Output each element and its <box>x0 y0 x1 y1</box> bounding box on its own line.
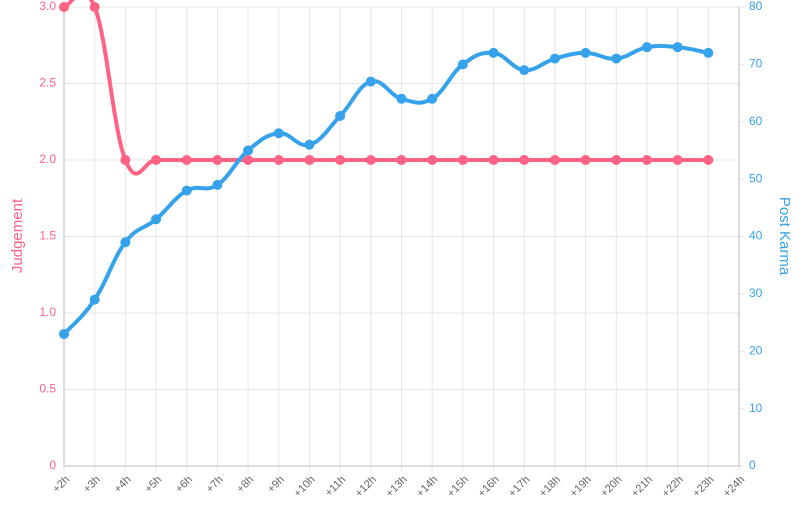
point <box>549 155 560 165</box>
y2-tick-label: 20 <box>749 343 763 357</box>
point <box>120 155 131 165</box>
y-axis-title: Judgement <box>9 198 26 273</box>
x-tick-label: +17h <box>506 474 532 500</box>
y-tick-label: 2.5 <box>39 76 56 90</box>
point <box>212 179 223 190</box>
point <box>519 65 530 76</box>
x-tick-label: +14h <box>414 474 440 500</box>
x-tick-label: +22h <box>660 474 686 500</box>
x-tick-label: +4h <box>112 474 134 496</box>
y2-axis-title: Post Karma <box>776 197 793 276</box>
point <box>273 155 284 165</box>
y2-tick-label: 50 <box>749 171 763 185</box>
series-line <box>62 43 709 336</box>
x-tick-label: +9h <box>265 474 287 496</box>
x-tick-label: +12h <box>353 474 379 500</box>
point <box>580 155 591 165</box>
point <box>641 42 652 53</box>
point <box>580 47 591 58</box>
point <box>273 128 284 139</box>
x-tick-label: +19h <box>568 474 594 500</box>
x-tick-label: +3h <box>81 474 103 496</box>
point <box>89 294 100 305</box>
point <box>181 185 192 196</box>
point <box>641 155 652 165</box>
x-tick-label: +21h <box>629 474 655 500</box>
point <box>488 155 499 165</box>
x-tick-label: +10h <box>292 474 318 500</box>
point <box>488 47 499 58</box>
point <box>243 145 254 156</box>
y2-tick-label: 10 <box>749 401 763 415</box>
point <box>703 155 714 165</box>
y-tick-label: 3.0 <box>39 0 56 13</box>
y2-tick-label: 30 <box>749 286 763 300</box>
x-tick-label: +6h <box>173 474 195 496</box>
point <box>396 155 407 165</box>
point <box>212 155 223 165</box>
x-tick-label: +18h <box>537 474 563 500</box>
x-tick-label: +23h <box>690 474 716 500</box>
point <box>672 42 683 53</box>
point <box>151 214 162 225</box>
y2-tick-label: 80 <box>749 0 763 13</box>
y-tick-label: 1.0 <box>39 305 56 319</box>
point <box>672 155 683 165</box>
x-tick-label: +15h <box>445 474 471 500</box>
y-tick-label: 0 <box>49 458 56 472</box>
x-tick-label: +16h <box>476 474 502 500</box>
x-tick-label: +2h <box>50 474 72 496</box>
point <box>335 111 346 122</box>
x-tick-label: +8h <box>235 474 257 496</box>
x-tick-label: +20h <box>598 474 624 500</box>
x-tick-label: +5h <box>143 474 165 496</box>
x-tick-label: +11h <box>323 474 348 499</box>
y2-tick-label: 70 <box>749 57 763 71</box>
y2-tick-label: 0 <box>749 458 756 472</box>
point <box>151 155 162 165</box>
point <box>703 47 714 58</box>
x-tick-label: +13h <box>384 474 410 500</box>
y-tick-label: 1.5 <box>39 229 56 243</box>
point <box>611 155 622 165</box>
y-tick-label: 2.0 <box>39 152 56 166</box>
point <box>611 53 622 64</box>
y2-tick-label: 40 <box>749 229 763 243</box>
point <box>519 155 530 165</box>
y2-tick-label: 60 <box>749 114 763 128</box>
point <box>335 155 346 165</box>
x-tick-label: +7h <box>204 474 226 496</box>
point <box>427 155 438 165</box>
point <box>59 2 69 12</box>
point <box>89 2 100 12</box>
point <box>181 155 192 165</box>
point <box>365 76 376 87</box>
point <box>120 237 131 248</box>
point <box>304 155 315 165</box>
point <box>549 53 560 64</box>
y-tick-label: 0.5 <box>39 382 56 396</box>
point <box>243 155 254 165</box>
point <box>304 139 315 150</box>
point <box>365 155 376 165</box>
point <box>427 93 438 104</box>
point <box>396 93 407 104</box>
x-tick-label: +24h <box>721 474 747 500</box>
point <box>59 329 69 340</box>
point <box>457 59 468 70</box>
point <box>457 155 468 165</box>
